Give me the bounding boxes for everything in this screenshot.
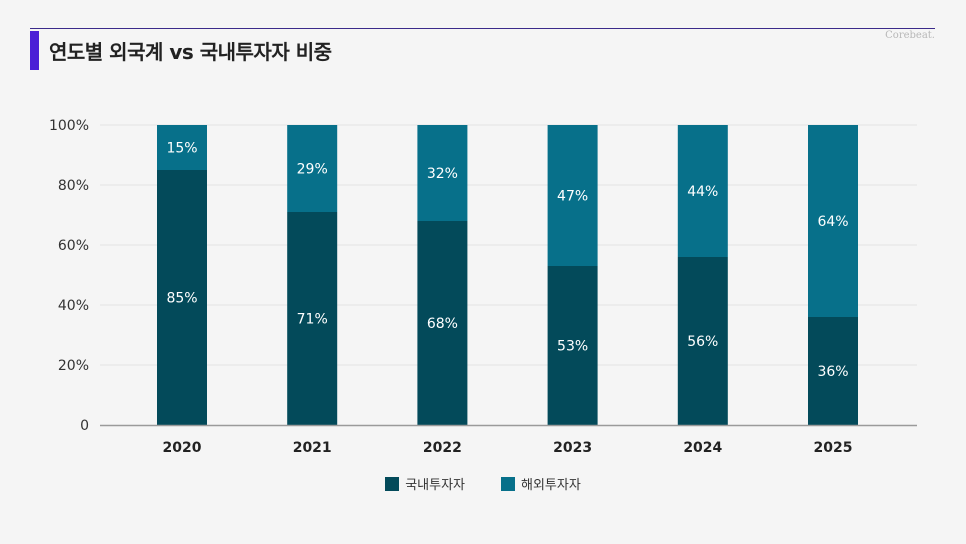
- legend-label-overseas: 해외투자자: [521, 478, 581, 493]
- bar-domestic: [417, 221, 468, 425]
- data-label: 56%: [687, 334, 718, 350]
- data-label: 36%: [817, 364, 848, 380]
- bar-overseas: [677, 125, 728, 257]
- legend: 국내투자자 해외투자자: [0, 474, 966, 493]
- legend-swatch-domestic: [385, 476, 400, 491]
- x-tick-label: 2023: [553, 440, 592, 456]
- x-tick-label: 2022: [423, 440, 462, 456]
- y-tick-label: 80%: [58, 178, 89, 194]
- data-label: 71%: [297, 312, 328, 328]
- data-label: 64%: [817, 214, 848, 230]
- bar-domestic: [287, 212, 338, 425]
- title-accent-bar: [30, 31, 39, 70]
- legend-swatch-overseas: [501, 476, 515, 491]
- y-tick-label: 0: [80, 418, 89, 434]
- bar-overseas: [417, 125, 468, 221]
- data-label: 85%: [166, 291, 197, 307]
- bar-domestic: [547, 266, 598, 425]
- x-tick-label: 2020: [163, 440, 202, 456]
- data-label: 47%: [557, 189, 588, 205]
- legend-item-overseas[interactable]: 해외투자자: [501, 474, 581, 493]
- y-tick-label: 20%: [58, 358, 89, 374]
- bar-overseas: [547, 125, 598, 266]
- data-label: 15%: [166, 141, 197, 157]
- data-label: 68%: [427, 316, 458, 332]
- bar-domestic: [677, 257, 728, 425]
- y-tick-label: 100%: [49, 118, 89, 134]
- data-label: 53%: [557, 339, 588, 355]
- data-label: 44%: [687, 184, 718, 200]
- bar-domestic: [157, 170, 207, 425]
- data-label: 32%: [427, 166, 458, 182]
- x-tick-label: 2021: [293, 440, 332, 456]
- bar-overseas: [287, 125, 338, 212]
- legend-label-domestic: 국내투자자: [405, 478, 465, 493]
- data-label: 29%: [297, 162, 328, 178]
- bar-overseas: [157, 125, 207, 170]
- chart-title: 연도별 외국계 vs 국내투자자 비중: [49, 40, 332, 64]
- top-rule: [30, 28, 935, 29]
- y-tick-label: 40%: [58, 298, 89, 314]
- x-tick-label: 2024: [683, 440, 722, 456]
- x-tick-label: 2025: [814, 440, 853, 456]
- brand-logo: Corebeat.: [885, 30, 935, 41]
- y-tick-label: 60%: [58, 238, 89, 254]
- bar-domestic: [808, 317, 858, 425]
- legend-item-domestic[interactable]: 국내투자자: [385, 474, 465, 493]
- bar-overseas: [808, 125, 858, 317]
